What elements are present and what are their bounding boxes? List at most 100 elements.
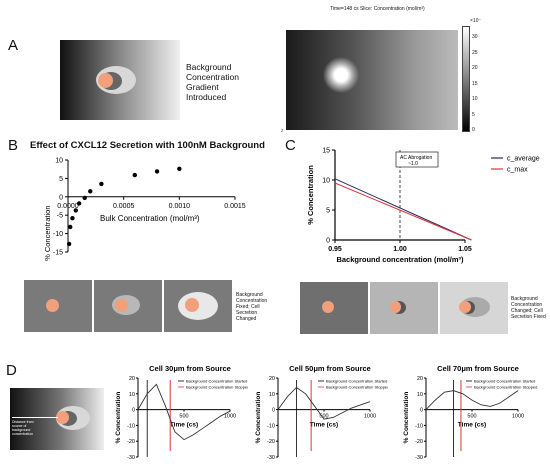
y-tick-label: 5 [59, 176, 63, 183]
y-tick-label: 10 [322, 178, 330, 185]
y-axis-label: % Concentration [43, 205, 52, 260]
line-chart-c: 15 10 5 00.95 1.00 1.05 Background concentrati… [306, 148, 540, 265]
time-chart-70: Cell 70μm from Source 20 10 0 -10 -20 -30 500 10… [403, 364, 537, 461]
panel-b-side-caption: Background Concentration Fixed; Cell Sec… [236, 292, 267, 322]
panel-d-gradient-image: Distance from source of background conce… [10, 388, 104, 450]
data-point [68, 224, 73, 230]
y-axis-label: % Concentration [255, 392, 262, 444]
x-axis-label: Time (cs) [310, 422, 338, 429]
colorbar [462, 26, 470, 132]
cell-body-shape [390, 301, 401, 313]
data-point [76, 201, 82, 206]
colorbar-tick: 10 [472, 96, 478, 102]
caption-line: Background [236, 292, 263, 298]
y-tick-label: -30 [127, 455, 135, 461]
series-line [277, 386, 371, 420]
panel-c-image-strip [300, 282, 508, 334]
colorbar-exponent: ×10⁻ [470, 18, 482, 24]
panel-a-gradient-image [60, 40, 180, 120]
data-point [88, 189, 93, 194]
y-tick-label: -10 [127, 423, 135, 429]
chart-title: Cell 30μm from Source [149, 364, 231, 373]
colorbar-tick: 30 [472, 34, 478, 40]
data-point [73, 208, 78, 213]
annotation-text: AC Abrogation [400, 155, 432, 161]
caption-line: Changed; Cell [511, 308, 543, 314]
panel-c-letter: C [285, 137, 296, 154]
caption-line: Concentration [186, 72, 239, 82]
x-tick-label: 1.00 [393, 246, 407, 253]
y-tick-label: -30 [267, 455, 275, 461]
y-tick-label: 0 [272, 408, 275, 414]
inset-label-line: Distance from [12, 420, 34, 424]
axis-gizmo-icon: z [281, 128, 284, 134]
x-tick-label: 0.0000 [57, 203, 79, 210]
data-point [177, 166, 182, 172]
legend-label: c_max [507, 167, 528, 174]
y-tick-label: 10 [129, 392, 135, 398]
panel-a-letter: A [8, 37, 19, 54]
series-line [137, 383, 231, 441]
x-tick-label: 0.0015 [224, 203, 246, 210]
time-chart-30: Cell 30μm from Source 20 10 0 -10 -20 -30 500 10… [115, 364, 248, 461]
caption-line: Concentration [511, 302, 543, 308]
caption-line: Background [186, 62, 232, 72]
y-tick-label: -10 [267, 423, 275, 429]
y-tick-label: 10 [269, 392, 275, 398]
y-axis-label: % Concentration [403, 392, 410, 444]
cell-frame [370, 282, 438, 334]
y-tick-label: -20 [267, 439, 275, 445]
colorbar-tick: 20 [472, 65, 478, 71]
x-tick-label: 0.0005 [113, 203, 135, 210]
x-tick-label: 0.95 [328, 246, 342, 253]
y-tick-label: 0 [420, 408, 423, 414]
panel-b-title: Effect of CXCL12 Secretion with 100nM Ba… [30, 140, 265, 151]
caption-line: Background [511, 296, 538, 302]
panel-a-caption: Background Concentration Gradient Introd… [186, 62, 239, 102]
colorbar-tick: 25 [472, 49, 478, 56]
y-tick-label: 20 [269, 376, 275, 382]
x-tick-label: 500 [467, 414, 476, 420]
legend-label: Background Concentration Started [326, 379, 387, 384]
y-tick-label: 0 [132, 408, 135, 414]
x-axis-label: Background concentration (mol/m³) [336, 255, 464, 264]
y-tick-label: -5 [57, 213, 63, 220]
data-point [154, 169, 160, 174]
y-tick-label: 0 [326, 238, 330, 245]
panel-c-side-caption: Background Concentration Changed; Cell S… [511, 296, 546, 320]
inset-label: Distance from source of background conce… [12, 420, 34, 436]
y-tick-label: -20 [127, 439, 135, 445]
panel-d-letter: D [6, 362, 17, 379]
x-tick-label: 0.0010 [169, 203, 191, 210]
legend-label: Background Concentration Started [186, 379, 247, 384]
data-point [99, 181, 104, 187]
y-tick-label: -15 [53, 250, 63, 257]
panel-b-letter: B [8, 137, 19, 154]
y-tick-label: 15 [322, 148, 330, 155]
series-line-c-average [334, 178, 472, 241]
cell-body-shape [46, 299, 59, 312]
y-tick-label: 20 [129, 376, 135, 382]
x-axis-label: Bulk Concentration (mol/m³) [100, 214, 200, 223]
cell-body-shape [56, 411, 69, 424]
y-tick-label: -10 [53, 231, 63, 238]
caption-line: Fixed; Cell [236, 304, 260, 310]
legend-label: Background Concentration Stopped [186, 385, 248, 390]
legend-label: Background Concentration Started [474, 379, 535, 384]
colorbar-tick: 5 [472, 111, 475, 118]
cell-frame [24, 280, 92, 332]
colorbar-tick: 15 [472, 80, 478, 87]
cell-body-shape [459, 301, 471, 313]
caption-line: Introduced [186, 92, 227, 102]
y-axis-label: % Concentration [306, 165, 315, 225]
time-chart-50: Cell 50μm from Source 20 10 0 -10 -20 -30 500 10… [255, 364, 388, 461]
y-tick-label: 10 [55, 158, 63, 165]
x-tick-label: 1.05 [458, 246, 472, 253]
cell-body-shape [98, 73, 113, 88]
data-point [132, 172, 137, 178]
x-tick-label: 1000 [364, 414, 376, 420]
series-line [425, 390, 519, 410]
x-axis-label: Time (cs) [170, 422, 198, 429]
caption-line: Gradient [186, 82, 219, 92]
x-tick-label: 1000 [224, 414, 236, 420]
